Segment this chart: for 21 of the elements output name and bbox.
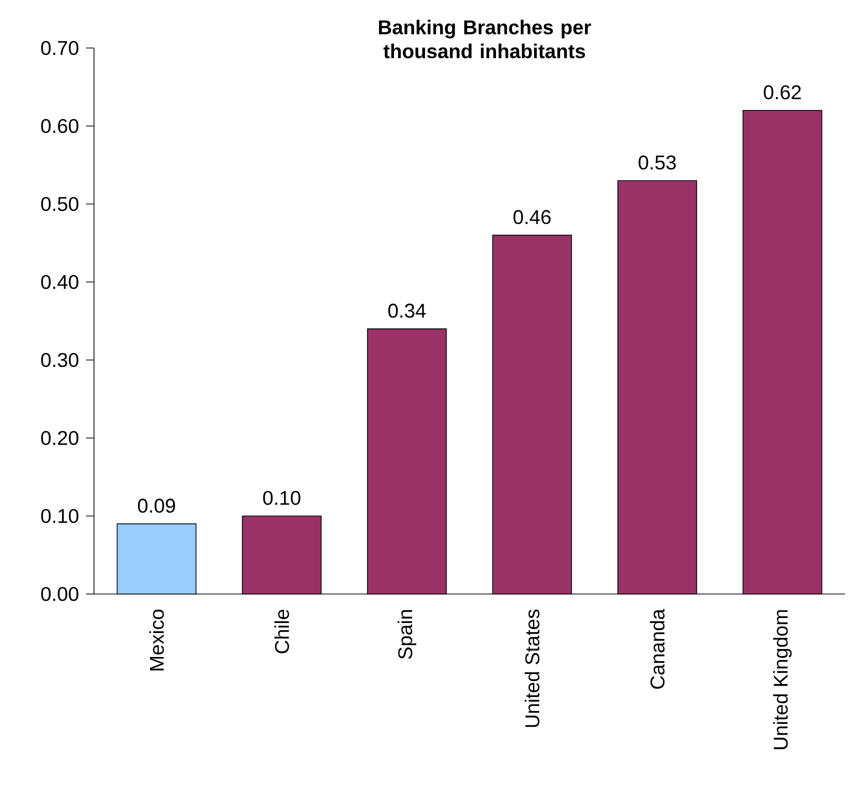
y-tick-label: 0.40 — [41, 274, 78, 290]
y-tick-label: 0.10 — [41, 508, 78, 524]
y-tick-label: 0.20 — [41, 430, 78, 446]
y-tick-label: 0.60 — [41, 118, 78, 134]
data-label: 0.09 — [138, 498, 176, 513]
y-tick-label: 0.30 — [41, 352, 78, 368]
data-label: 0.46 — [513, 210, 551, 224]
x-tick-label: Cananda — [650, 608, 665, 689]
x-tick-label: Spain — [398, 610, 416, 659]
x-tick-label: United Kingdom — [773, 610, 792, 750]
data-label: 0.34 — [388, 304, 426, 318]
data-label: 0.62 — [764, 85, 801, 100]
data-label: 0.10 — [263, 490, 300, 505]
y-tick-label: 0.50 — [41, 196, 78, 212]
x-tick-label: Chile — [274, 610, 290, 654]
x-tick-label: United States — [524, 610, 540, 727]
x-tick-label: Mexico — [149, 610, 164, 670]
y-tick-label: 0.00 — [41, 586, 78, 602]
chart-title: Banking Branches per thousand inhabitants — [379, 20, 592, 58]
data-label: 0.53 — [638, 155, 676, 170]
y-tick-label: 0.70 — [41, 40, 78, 56]
